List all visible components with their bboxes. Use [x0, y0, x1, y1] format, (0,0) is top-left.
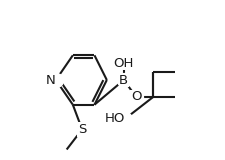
Text: OH: OH [113, 57, 133, 70]
Text: HO: HO [105, 112, 125, 125]
Text: B: B [119, 73, 128, 87]
Text: N: N [46, 73, 56, 87]
Text: O: O [130, 91, 141, 104]
Text: S: S [78, 123, 86, 136]
